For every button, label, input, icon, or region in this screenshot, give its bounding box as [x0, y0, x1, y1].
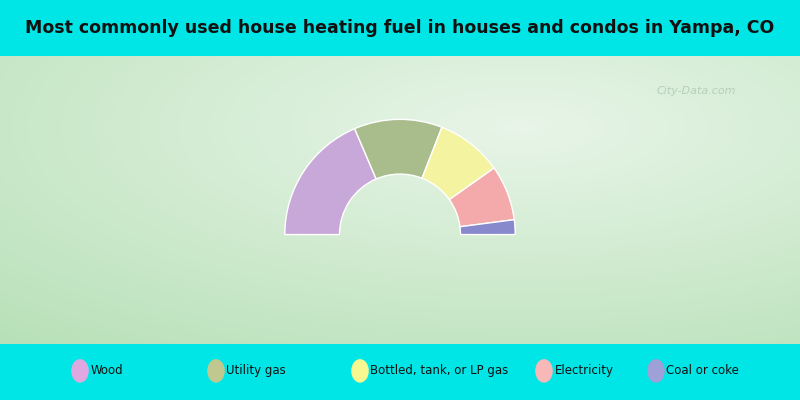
- Ellipse shape: [351, 359, 369, 383]
- Text: Utility gas: Utility gas: [226, 364, 286, 377]
- Text: Most commonly used house heating fuel in houses and condos in Yampa, CO: Most commonly used house heating fuel in…: [26, 19, 774, 37]
- Wedge shape: [354, 119, 442, 179]
- Text: Wood: Wood: [90, 364, 123, 377]
- Wedge shape: [450, 168, 514, 227]
- Ellipse shape: [71, 359, 89, 383]
- Text: City-Data.com: City-Data.com: [656, 86, 736, 96]
- Text: Coal or coke: Coal or coke: [666, 364, 739, 377]
- Text: Electricity: Electricity: [554, 364, 614, 377]
- Ellipse shape: [647, 359, 665, 383]
- Wedge shape: [460, 220, 515, 234]
- Wedge shape: [422, 127, 494, 200]
- Text: Bottled, tank, or LP gas: Bottled, tank, or LP gas: [370, 364, 509, 377]
- Ellipse shape: [535, 359, 553, 383]
- Ellipse shape: [207, 359, 225, 383]
- Wedge shape: [285, 129, 376, 234]
